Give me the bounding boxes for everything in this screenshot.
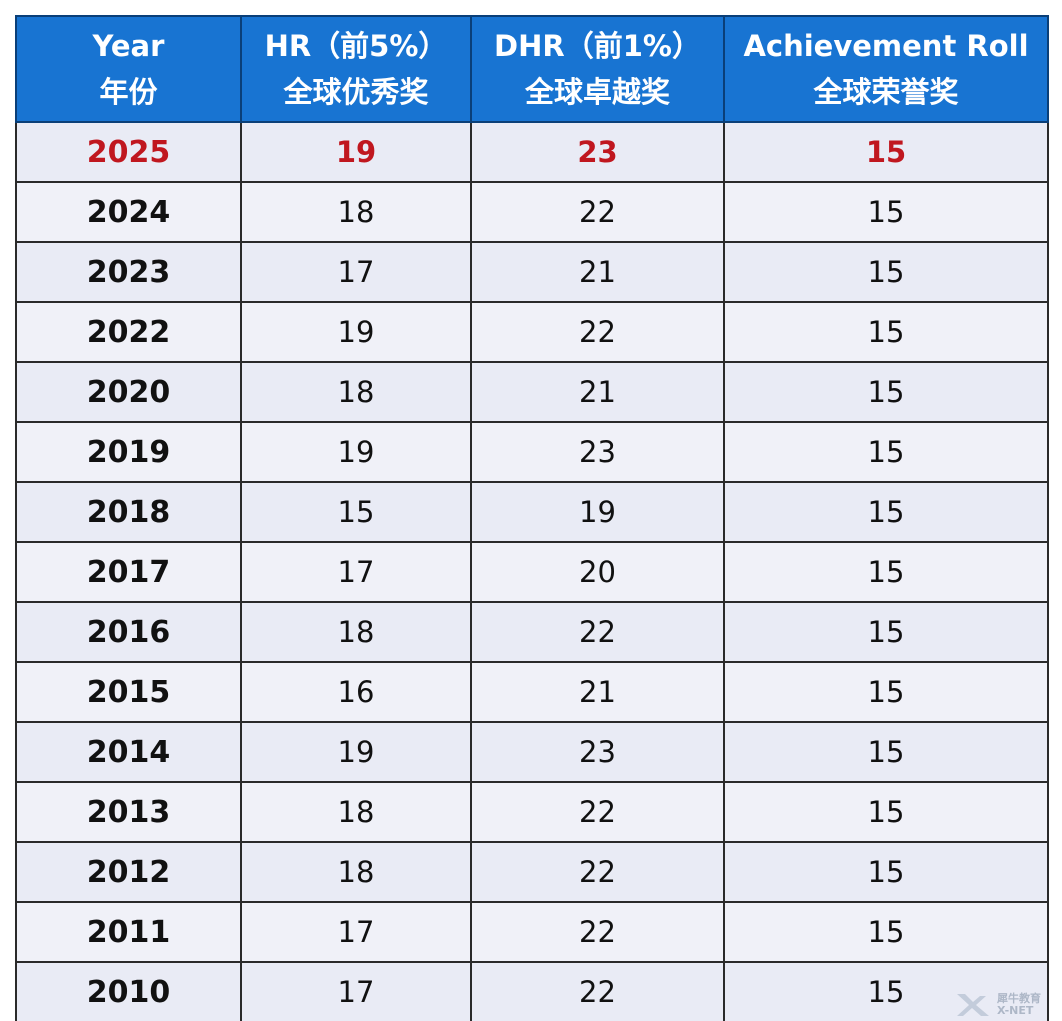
table-row: 2015 16 21 15 (15, 661, 1049, 723)
year-cell: 2018 (15, 481, 242, 543)
header-year-zh: 年份 (99, 75, 158, 109)
dhr-cell: 23 (470, 421, 725, 483)
achievement-cell: 15 (723, 241, 1049, 303)
table-row: 2011 17 22 15 (15, 901, 1049, 963)
year-cell: 2019 (15, 421, 242, 483)
dhr-cell: 19 (470, 481, 725, 543)
header-year: Year 年份 (15, 15, 242, 123)
hr-cell: 19 (240, 121, 472, 183)
year-cell: 2022 (15, 301, 242, 363)
watermark-line2: X-NET (997, 1004, 1034, 1017)
table-row: 2019 19 23 15 (15, 421, 1049, 483)
hr-cell: 17 (240, 901, 472, 963)
dhr-cell: 22 (470, 781, 725, 843)
year-cell: 2010 (15, 961, 242, 1021)
hr-cell: 15 (240, 481, 472, 543)
table-row: 2024 18 22 15 (15, 181, 1049, 243)
year-cell: 2020 (15, 361, 242, 423)
achievement-cell: 15 (723, 181, 1049, 243)
dhr-cell: 23 (470, 721, 725, 783)
table-row: 2022 19 22 15 (15, 301, 1049, 363)
table-row: 2025 19 23 15 (15, 121, 1049, 183)
dhr-cell: 22 (470, 841, 725, 903)
achievement-cell: 15 (723, 901, 1049, 963)
header-row: Year 年份 HR（前5%） 全球优秀奖 DHR（前1%） 全球卓越奖 Ach… (15, 15, 1049, 123)
table-container: Year 年份 HR（前5%） 全球优秀奖 DHR（前1%） 全球卓越奖 Ach… (15, 15, 1049, 1021)
table-row: 2014 19 23 15 (15, 721, 1049, 783)
dhr-cell: 21 (470, 361, 725, 423)
achievement-cell: 15 (723, 661, 1049, 723)
header-achievement-roll: Achievement Roll 全球荣誉奖 (723, 15, 1049, 123)
year-cell: 2023 (15, 241, 242, 303)
header-dhr-zh: 全球卓越奖 (524, 75, 670, 109)
table-row: 2023 17 21 15 (15, 241, 1049, 303)
header-dhr: DHR（前1%） 全球卓越奖 (470, 15, 725, 123)
achievement-cell: 15 (723, 481, 1049, 543)
hr-cell: 17 (240, 541, 472, 603)
dhr-cell: 21 (470, 661, 725, 723)
hr-cell: 17 (240, 961, 472, 1021)
table-row: 2010 17 22 15 (15, 961, 1049, 1021)
hr-cell: 18 (240, 601, 472, 663)
dhr-cell: 23 (470, 121, 725, 183)
achievement-cell: 15 (723, 841, 1049, 903)
achievement-cell: 15 (723, 601, 1049, 663)
hr-cell: 17 (240, 241, 472, 303)
dhr-cell: 22 (470, 301, 725, 363)
watermark-text: 犀牛教育 X-NET (997, 993, 1041, 1017)
year-cell: 2015 (15, 661, 242, 723)
table-row: 2020 18 21 15 (15, 361, 1049, 423)
watermark: 犀牛教育 X-NET (953, 991, 1041, 1019)
table-header: Year 年份 HR（前5%） 全球优秀奖 DHR（前1%） 全球卓越奖 Ach… (15, 15, 1049, 123)
table-row: 2018 15 19 15 (15, 481, 1049, 543)
x-logo-icon (957, 994, 989, 1016)
achievement-cell: 15 (723, 961, 1049, 1021)
achievement-cell: 15 (723, 721, 1049, 783)
hr-cell: 18 (240, 181, 472, 243)
year-cell: 2017 (15, 541, 242, 603)
year-cell: 2024 (15, 181, 242, 243)
year-cell: 2016 (15, 601, 242, 663)
header-dhr-en: DHR（前1%） (494, 29, 701, 63)
year-cell: 2012 (15, 841, 242, 903)
header-hr-zh: 全球优秀奖 (283, 75, 429, 109)
hr-cell: 16 (240, 661, 472, 723)
achievement-cell: 15 (723, 421, 1049, 483)
achievement-cell: 15 (723, 301, 1049, 363)
hr-cell: 18 (240, 361, 472, 423)
dhr-cell: 22 (470, 901, 725, 963)
table-row: 2013 18 22 15 (15, 781, 1049, 843)
dhr-cell: 21 (470, 241, 725, 303)
watermark-line1: 犀牛教育 (997, 992, 1041, 1005)
table-row: 2012 18 22 15 (15, 841, 1049, 903)
header-achievement-zh: 全球荣誉奖 (813, 75, 959, 109)
hr-cell: 19 (240, 301, 472, 363)
header-achievement-en: Achievement Roll (743, 29, 1029, 63)
header-year-en: Year (92, 29, 165, 63)
table-row: 2017 17 20 15 (15, 541, 1049, 603)
dhr-cell: 22 (470, 601, 725, 663)
header-hr-en: HR（前5%） (264, 29, 448, 63)
achievement-cell: 15 (723, 781, 1049, 843)
table-body: 2025 19 23 15 2024 18 22 15 2023 17 21 15 2022 19 22 15… (15, 121, 1049, 1021)
dhr-cell: 22 (470, 961, 725, 1021)
year-cell: 2014 (15, 721, 242, 783)
achievement-cell: 15 (723, 121, 1049, 183)
achievement-cell: 15 (723, 541, 1049, 603)
hr-cell: 18 (240, 841, 472, 903)
table-row: 2016 18 22 15 (15, 601, 1049, 663)
year-cell: 2011 (15, 901, 242, 963)
year-cell: 2025 (15, 121, 242, 183)
hr-cell: 18 (240, 781, 472, 843)
achievement-cell: 15 (723, 361, 1049, 423)
hr-cell: 19 (240, 421, 472, 483)
year-cell: 2013 (15, 781, 242, 843)
header-hr: HR（前5%） 全球优秀奖 (240, 15, 472, 123)
awards-table: Year 年份 HR（前5%） 全球优秀奖 DHR（前1%） 全球卓越奖 Ach… (15, 15, 1049, 1021)
dhr-cell: 22 (470, 181, 725, 243)
hr-cell: 19 (240, 721, 472, 783)
dhr-cell: 20 (470, 541, 725, 603)
